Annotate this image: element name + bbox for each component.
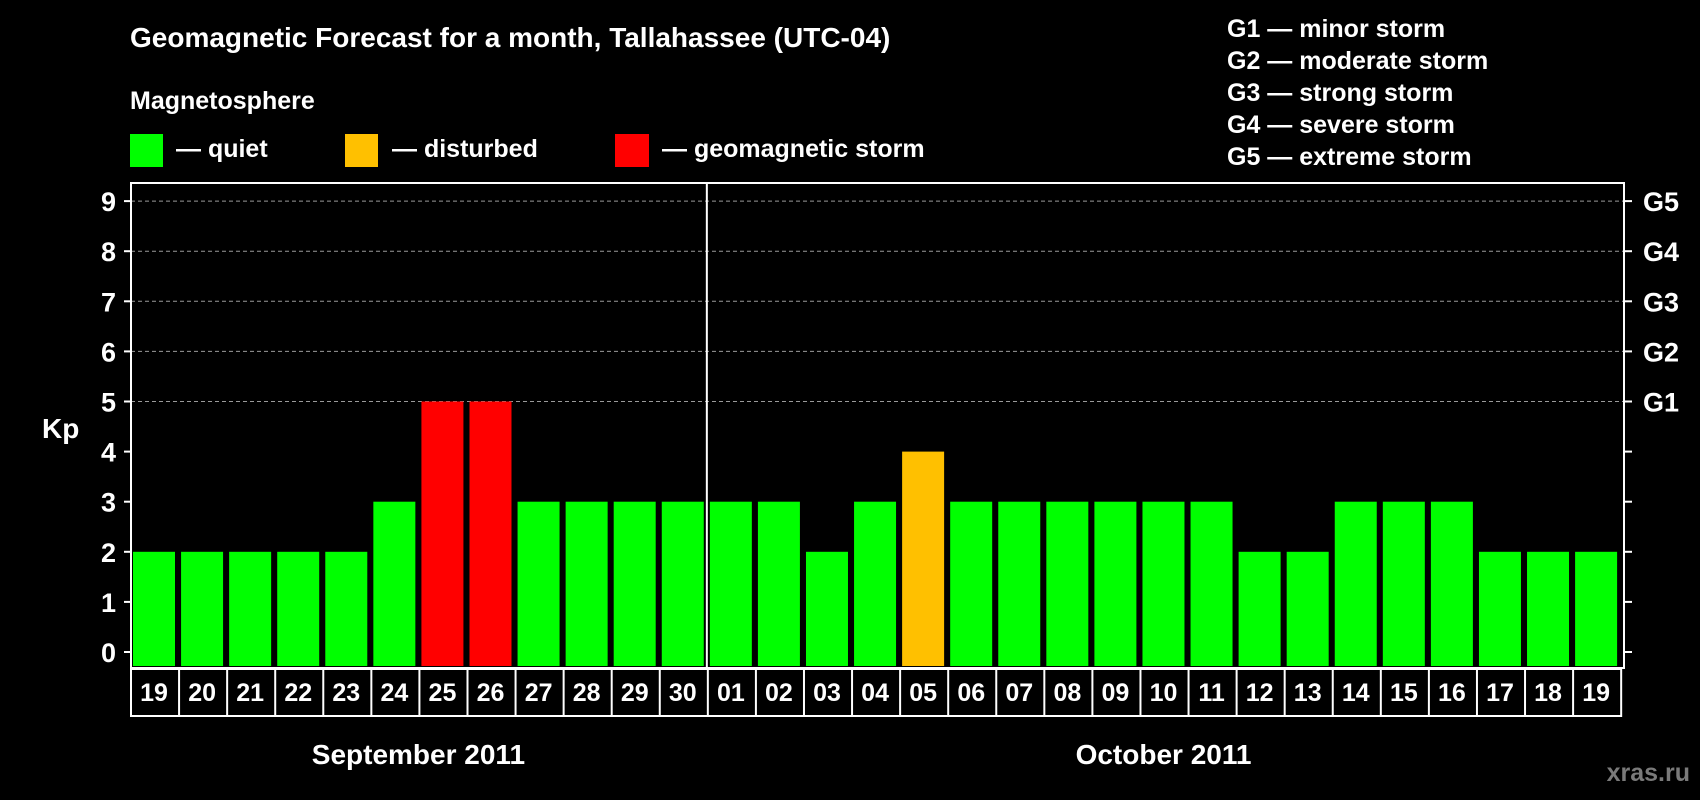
x-tick-label: 27 bbox=[525, 679, 553, 707]
x-tick-label: 24 bbox=[380, 679, 408, 707]
bar bbox=[950, 501, 993, 666]
y-tick-label: 0 bbox=[101, 638, 116, 668]
bar bbox=[1334, 501, 1377, 666]
storm-scale-g5: G5 — extreme storm bbox=[1227, 143, 1472, 171]
legend-label-disturbed: — disturbed bbox=[392, 135, 538, 163]
x-tick-label: 17 bbox=[1486, 679, 1514, 707]
x-tick-label: 08 bbox=[1053, 679, 1081, 707]
chart-title: Geomagnetic Forecast for a month, Tallah… bbox=[130, 22, 890, 53]
bar bbox=[854, 501, 897, 666]
y-tick-label: 7 bbox=[101, 287, 116, 317]
bar bbox=[565, 501, 608, 666]
x-tick-label: 16 bbox=[1438, 679, 1466, 707]
x-tick-label: 26 bbox=[477, 679, 505, 707]
x-tick-label: 01 bbox=[717, 679, 745, 707]
bar bbox=[277, 551, 320, 666]
legend-label-quiet: — quiet bbox=[176, 135, 268, 163]
x-tick-label: 07 bbox=[1005, 679, 1033, 707]
bar bbox=[1142, 501, 1185, 666]
storm-scale-g3: G3 — strong storm bbox=[1227, 79, 1453, 107]
watermark: xras.ru bbox=[1607, 759, 1690, 787]
right-tick-label: G1 bbox=[1643, 388, 1679, 418]
date-row-frame bbox=[130, 668, 1623, 717]
y-tick-label: 2 bbox=[101, 538, 116, 568]
x-tick-label: 28 bbox=[573, 679, 601, 707]
month-label: September 2011 bbox=[312, 739, 525, 770]
bar bbox=[1430, 501, 1473, 666]
y-axis-label: Kp bbox=[42, 413, 79, 444]
y-tick-label: 3 bbox=[101, 488, 116, 518]
bar bbox=[1575, 551, 1618, 666]
x-tick-label: 12 bbox=[1246, 679, 1274, 707]
bar bbox=[1046, 501, 1089, 666]
right-tick-label: G3 bbox=[1643, 287, 1679, 317]
bar bbox=[373, 501, 416, 666]
x-tick-label: 05 bbox=[909, 679, 937, 707]
x-tick-label: 18 bbox=[1534, 679, 1562, 707]
bar bbox=[805, 551, 848, 666]
bar bbox=[229, 551, 272, 666]
bar bbox=[1382, 501, 1425, 666]
x-tick-label: 04 bbox=[861, 679, 889, 707]
x-tick-label: 25 bbox=[429, 679, 457, 707]
bar bbox=[998, 501, 1041, 666]
bar bbox=[1478, 551, 1521, 666]
month-label: October 2011 bbox=[1076, 739, 1252, 770]
x-tick-label: 15 bbox=[1390, 679, 1418, 707]
bar bbox=[1094, 501, 1137, 666]
bar bbox=[517, 501, 560, 666]
bar bbox=[1286, 551, 1329, 666]
x-tick-label: 30 bbox=[669, 679, 697, 707]
y-tick-label: 6 bbox=[101, 337, 116, 367]
right-tick-label: G4 bbox=[1643, 237, 1679, 267]
bar bbox=[661, 501, 704, 666]
x-tick-label: 13 bbox=[1294, 679, 1322, 707]
legend-swatch-quiet bbox=[130, 134, 163, 167]
x-tick-label: 20 bbox=[188, 679, 216, 707]
x-tick-label: 03 bbox=[813, 679, 841, 707]
bar bbox=[1190, 501, 1233, 666]
storm-scale-g4: G4 — severe storm bbox=[1227, 111, 1455, 139]
bar bbox=[421, 401, 464, 666]
x-tick-label: 21 bbox=[236, 679, 264, 707]
bar bbox=[181, 551, 224, 666]
x-tick-label: 22 bbox=[284, 679, 312, 707]
x-tick-label: 29 bbox=[621, 679, 649, 707]
x-tick-label: 19 bbox=[1582, 679, 1610, 707]
x-tick-label: 19 bbox=[140, 679, 168, 707]
y-tick-label: 8 bbox=[101, 237, 116, 267]
x-tick-label: 10 bbox=[1150, 679, 1178, 707]
storm-scale-g1: G1 — minor storm bbox=[1227, 15, 1445, 43]
bar bbox=[469, 401, 512, 666]
x-tick-label: 23 bbox=[332, 679, 360, 707]
bar bbox=[709, 501, 752, 666]
y-tick-label: 1 bbox=[101, 588, 116, 618]
bar bbox=[133, 551, 175, 666]
y-tick-label: 4 bbox=[101, 438, 116, 468]
bar bbox=[757, 501, 800, 666]
legend-label-storm: — geomagnetic storm bbox=[662, 135, 925, 163]
right-tick-label: G2 bbox=[1643, 337, 1679, 367]
x-tick-label: 02 bbox=[765, 679, 793, 707]
bar bbox=[1527, 551, 1570, 666]
right-tick-label: G5 bbox=[1643, 187, 1679, 217]
x-tick-label: 06 bbox=[957, 679, 985, 707]
legend-swatch-disturbed bbox=[345, 134, 378, 167]
x-tick-label: 11 bbox=[1198, 679, 1225, 707]
x-tick-label: 09 bbox=[1102, 679, 1130, 707]
storm-scale-g2: G2 — moderate storm bbox=[1227, 47, 1488, 75]
legend-heading: Magnetosphere bbox=[130, 87, 315, 115]
bar bbox=[325, 551, 368, 666]
bar bbox=[613, 501, 656, 666]
bar bbox=[1238, 551, 1281, 666]
legend-swatch-storm bbox=[615, 134, 649, 167]
x-tick-label: 14 bbox=[1342, 679, 1370, 707]
y-tick-label: 5 bbox=[101, 388, 116, 418]
bar bbox=[902, 451, 945, 666]
y-tick-label: 9 bbox=[101, 187, 116, 217]
